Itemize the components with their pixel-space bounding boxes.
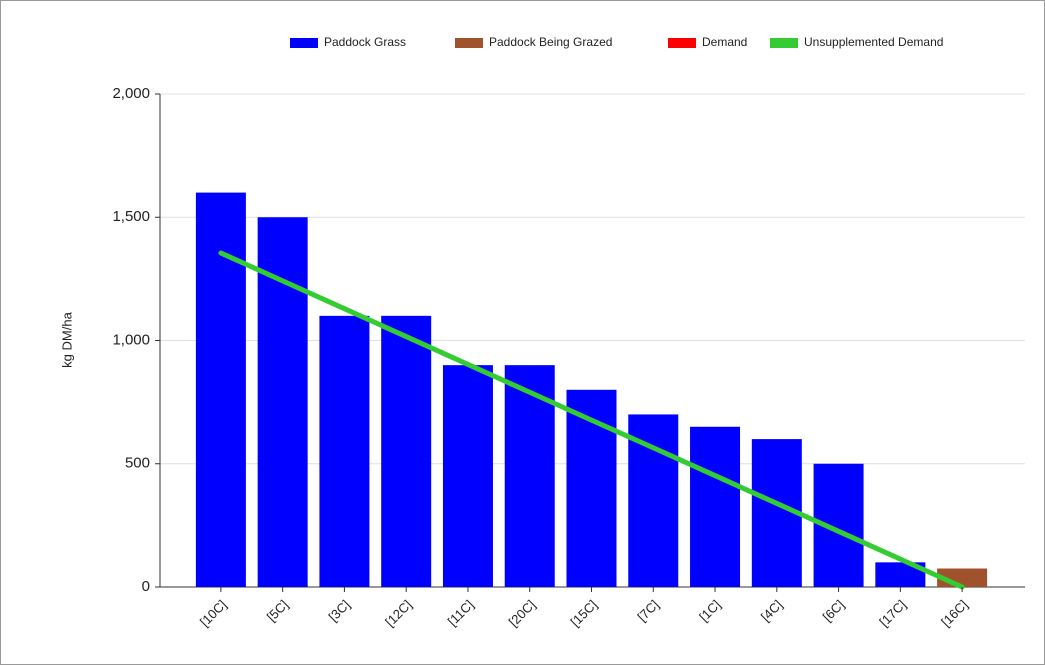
bar: [381, 315, 432, 587]
bar: [319, 315, 370, 587]
bar: [690, 426, 741, 587]
legend-swatch: [668, 38, 696, 48]
legend-swatch: [455, 38, 483, 48]
y-axis-label: kg DM/ha: [59, 311, 74, 367]
legend-swatch: [290, 38, 318, 48]
y-tick-label: 500: [125, 455, 150, 472]
y-tick-label: 0: [142, 578, 150, 595]
legend-label: Paddock Being Grazed: [489, 35, 612, 49]
legend-swatch: [770, 38, 798, 48]
y-tick-label: 1,500: [112, 208, 150, 225]
y-tick-label: 2,000: [112, 85, 150, 102]
y-tick-label: 1,000: [112, 331, 150, 348]
line: [218, 250, 965, 590]
legend-label: Unsupplemented Demand: [804, 35, 943, 49]
bar: [628, 414, 679, 587]
bar: [442, 365, 493, 587]
legend-label: Demand: [702, 35, 747, 49]
legend-label: Paddock Grass: [324, 35, 406, 49]
